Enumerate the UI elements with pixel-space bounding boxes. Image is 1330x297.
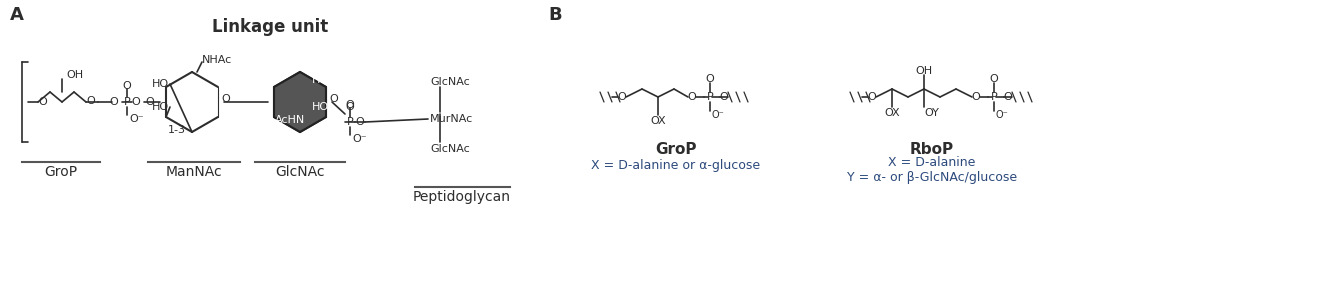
- Text: O: O: [122, 81, 132, 91]
- Polygon shape: [274, 72, 326, 132]
- Text: O: O: [706, 74, 714, 84]
- Text: O: O: [617, 92, 626, 102]
- Text: X = D-alanine or α-glucose: X = D-alanine or α-glucose: [592, 159, 761, 171]
- Text: OX: OX: [884, 108, 900, 118]
- Text: O: O: [688, 92, 697, 102]
- Text: X = D-alanine: X = D-alanine: [888, 157, 976, 170]
- Text: O: O: [355, 117, 364, 127]
- Text: GlcNAc: GlcNAc: [430, 144, 469, 154]
- Text: O⁻: O⁻: [996, 110, 1008, 120]
- Text: 1-3: 1-3: [168, 125, 186, 135]
- Text: O: O: [109, 97, 118, 107]
- Text: GroP: GroP: [656, 141, 697, 157]
- Text: RboP: RboP: [910, 141, 954, 157]
- Text: Linkage unit: Linkage unit: [211, 18, 329, 36]
- Text: O: O: [346, 100, 354, 110]
- Text: HO: HO: [311, 75, 329, 85]
- Text: OY: OY: [924, 108, 939, 118]
- Text: HO: HO: [311, 102, 329, 112]
- Text: GlcNAc: GlcNAc: [430, 77, 469, 87]
- Text: P: P: [991, 92, 998, 102]
- Text: O⁻: O⁻: [129, 114, 144, 124]
- Text: B: B: [548, 6, 561, 24]
- Text: O: O: [39, 97, 48, 107]
- Text: O: O: [145, 97, 154, 107]
- Text: O: O: [990, 74, 999, 84]
- Text: NHAc: NHAc: [202, 55, 233, 65]
- Text: P: P: [706, 92, 713, 102]
- Text: GlcNAc: GlcNAc: [275, 165, 325, 179]
- Text: ManNAc: ManNAc: [166, 165, 222, 179]
- Text: A: A: [11, 6, 24, 24]
- Text: O: O: [330, 94, 338, 104]
- Text: O: O: [867, 92, 876, 102]
- Text: Peptidoglycan: Peptidoglycan: [414, 190, 511, 204]
- Text: O: O: [222, 94, 230, 104]
- Text: HO: HO: [152, 102, 169, 112]
- Text: O⁻: O⁻: [352, 134, 367, 144]
- Text: O: O: [346, 102, 354, 112]
- Text: O⁻: O⁻: [712, 110, 725, 120]
- Text: P: P: [347, 117, 354, 127]
- Text: HO: HO: [152, 79, 169, 89]
- Text: O: O: [132, 97, 141, 107]
- Text: AcHN: AcHN: [275, 115, 305, 125]
- Text: P: P: [124, 97, 130, 107]
- Text: MurNAc: MurNAc: [430, 114, 473, 124]
- Text: O: O: [972, 92, 980, 102]
- Text: O: O: [720, 92, 729, 102]
- Text: O: O: [86, 96, 96, 106]
- Text: OH: OH: [66, 70, 82, 80]
- Text: Y = α- or β-GlcNAc/glucose: Y = α- or β-GlcNAc/glucose: [847, 170, 1017, 184]
- Text: OH: OH: [915, 66, 932, 76]
- Text: O: O: [1004, 92, 1012, 102]
- Text: GroP: GroP: [44, 165, 77, 179]
- Text: OX: OX: [650, 116, 666, 126]
